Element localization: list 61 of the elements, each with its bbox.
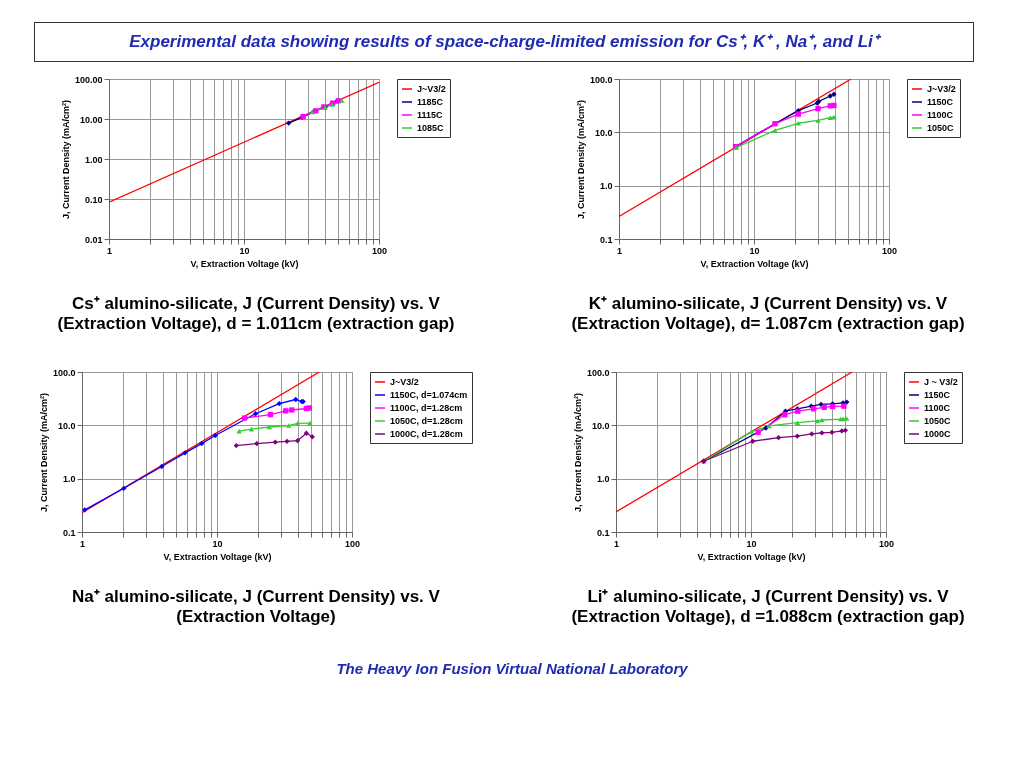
x-axis-title: V, Extraction Voltage (kV) [163, 551, 272, 562]
x-tick-label: 100 [881, 245, 897, 256]
y-tick-label: 1.0 [596, 474, 610, 485]
x-tick-label: 1 [616, 245, 622, 256]
legend-label: 1050C [926, 123, 954, 133]
y-tick-label: 100.0 [589, 74, 612, 85]
legend-label: J~V3/2 [417, 84, 446, 94]
legend-label: 1100C [924, 403, 951, 413]
y-tick-label: 1.0 [62, 474, 76, 485]
x-tick-label: 10 [212, 538, 223, 549]
legend-label: J~V3/2 [926, 84, 956, 94]
x-tick-label: 10 [239, 245, 250, 256]
y-axis-title: J, Current Density (mA/cm²) [60, 99, 71, 220]
y-tick-label: 10.0 [594, 127, 612, 138]
legend-label: 1100C, d=1.28cm [390, 403, 463, 413]
y-tick-label: 100.00 [74, 74, 103, 85]
x-axis-title: V, Extraction Voltage (kV) [697, 551, 806, 562]
text: The Heavy Ion Fusion Virtual National Laboratory [335, 660, 689, 677]
text: Na⁺ alumino-silicate, J (Current Density) vs. V (Extraction Voltage) [71, 586, 441, 628]
legend-label: 1150C [926, 97, 954, 107]
y-tick-label: 0.1 [599, 234, 612, 245]
x-tick-label: 1 [79, 538, 86, 549]
legend-label: 1150C, d=1.074cm [390, 390, 468, 400]
legend-label: J ~ V3/2 [924, 377, 958, 387]
y-tick-label: 0.01 [84, 234, 103, 245]
x-tick-label: 1 [613, 538, 620, 549]
text: Experimental data showing results of space-charge-limited emission for Cs⁺, K⁺ , Na⁺, and Li⁺ [34, 22, 974, 62]
x-axis-title: V, Extraction Voltage (kV) [190, 258, 299, 269]
legend-label: 1185C [417, 97, 444, 107]
x-tick-label: 10 [748, 245, 760, 256]
y-tick-label: 0.1 [62, 527, 76, 538]
y-tick-label: 0.1 [596, 527, 610, 538]
text: Cs⁺ alumino-silicate, J (Current Density) vs. V (Extraction Voltage), d = 1.011cm (extraction gap) [56, 293, 456, 335]
legend-label: J~V3/2 [390, 377, 419, 387]
y-axis-title: J, Current Density (mA/cm²) [38, 392, 49, 513]
legend-label: 1000C, d=1.28cm [390, 429, 463, 439]
legend-label: 1115C [417, 110, 444, 120]
y-tick-label: 100.0 [586, 367, 610, 378]
y-axis-title: J, Current Density (mA/cm²) [572, 392, 583, 513]
legend-label: 1150C [924, 390, 951, 400]
y-tick-label: 1.00 [84, 154, 103, 165]
y-tick-label: 10.00 [79, 114, 103, 125]
y-tick-label: 10.0 [591, 420, 610, 431]
x-tick-label: 100 [371, 245, 388, 256]
x-tick-label: 100 [344, 538, 361, 549]
text: K⁺ alumino-silicate, J (Current Density) vs. V (Extraction Voltage), d= 1.087cm (extraction gap) [570, 293, 966, 335]
legend-label: 1085C [417, 123, 445, 133]
y-tick-label: 100.0 [52, 367, 76, 378]
y-tick-label: 0.10 [84, 194, 103, 205]
legend-label: 1100C [926, 110, 954, 120]
x-axis-title: V, Extraction Voltage (kV) [699, 258, 809, 269]
y-tick-label: 1.0 [599, 181, 612, 192]
legend-label: 1050C, d=1.28cm [390, 416, 463, 426]
y-tick-label: 10.0 [57, 420, 76, 431]
x-tick-label: 10 [746, 538, 757, 549]
legend-label: 1050C [924, 416, 952, 426]
x-tick-label: 1 [106, 245, 113, 256]
y-axis-title: J, Current Density (mA/cm²) [575, 99, 586, 220]
x-tick-label: 100 [878, 538, 895, 549]
legend-label: 1000C [924, 429, 952, 439]
text: Li⁺ alumino-silicate, J (Current Density) vs. V (Extraction Voltage), d =1.088cm (extraction gap) [570, 586, 966, 628]
